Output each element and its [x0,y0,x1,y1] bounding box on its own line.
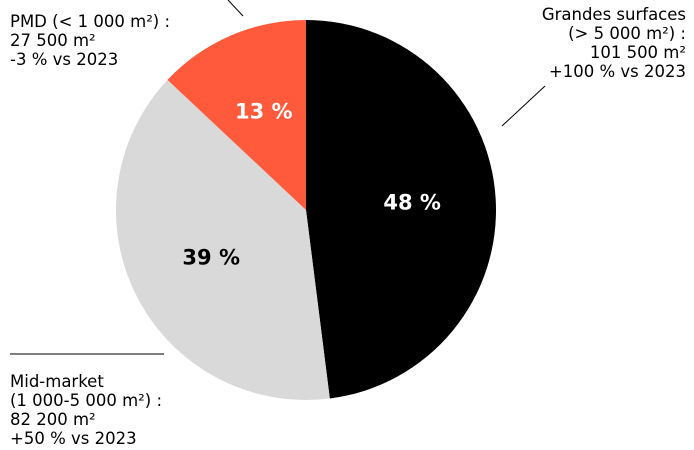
slice-label-pmd: PMD (< 1 000 m²) : 27 500 m² -3 % vs 202… [10,12,170,69]
slice-label-grandes-line: Grandes surfaces [541,5,686,24]
pie-slice-pct-label-grandes-surfaces: 48 % [383,190,441,214]
pie-slices [115,20,497,401]
leader-line-grandes [501,85,546,127]
pie-percentage-labels: 48 % 39 % 13 % [182,99,441,269]
slice-label-pmd-line: PMD (< 1 000 m²) : [10,12,171,31]
slice-label-grandes-line: 101 500 m² [589,43,686,62]
slice-label-pmd-line: -3 % vs 2023 [10,50,119,69]
pie-slice-pct-label-pmd: 13 % [235,99,293,123]
pie-slice-pmd [167,20,306,210]
slice-label-pmd-line: 27 500 m² [10,31,96,50]
slice-label-mid-market: Mid-market (1 000-5 000 m²) : 82 200 m² … [10,372,162,448]
leader-line-pmd [227,0,244,17]
slice-label-mid-line: +50 % vs 2023 [10,429,137,448]
slice-label-grandes-line: +100 % vs 2023 [548,62,686,81]
slice-label-mid-line: (1 000-5 000 m²) : [10,391,163,410]
slice-label-mid-line: 82 200 m² [10,410,96,429]
pie-slice-pct-label-mid-market: 39 % [182,245,240,269]
leader-lines [10,0,546,355]
pie-slice-grandes-surfaces [306,20,497,399]
slice-label-grandes-line: (> 5 000 m²) : [568,24,686,43]
slice-label-grandes-surfaces: Grandes surfaces (> 5 000 m²) : 101 500 … [542,5,686,81]
pie-slice-mid-market [115,79,330,401]
slice-label-mid-line: Mid-market [10,372,104,391]
